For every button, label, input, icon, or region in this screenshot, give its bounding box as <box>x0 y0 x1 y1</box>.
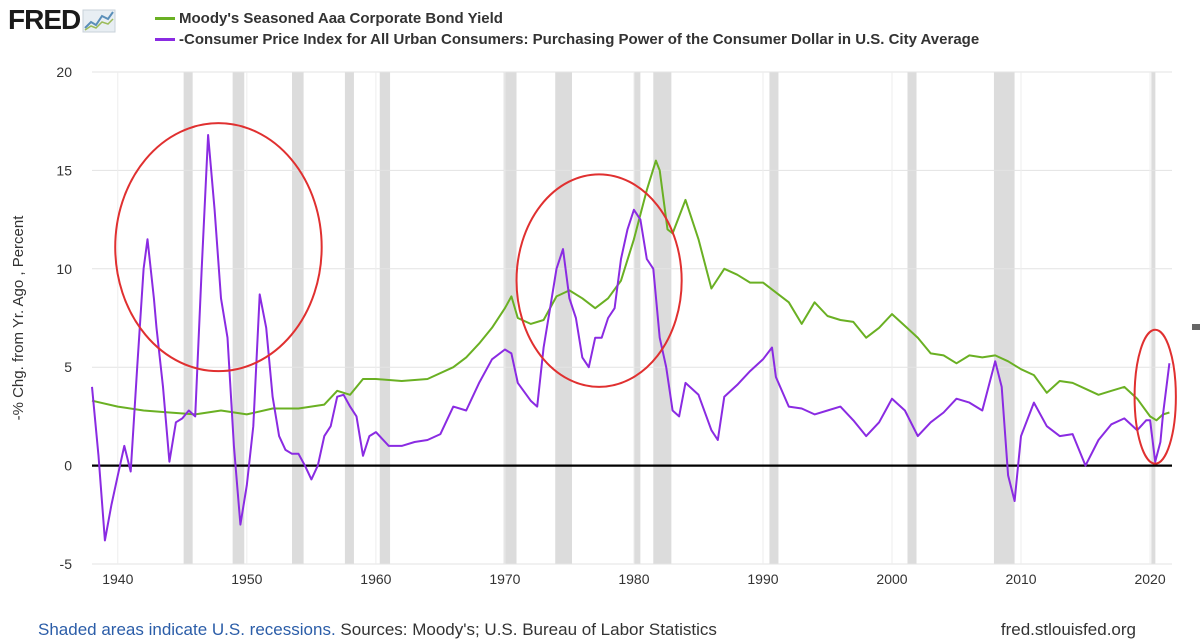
recession-band-2 <box>292 72 304 564</box>
annotation-ellipse-0 <box>114 122 323 373</box>
series-line-1 <box>91 134 1171 542</box>
y-tick-label-2: 5 <box>64 359 72 375</box>
tick-labels: -5 0 5 10 15 20 1940 1950 1960 1970 1980 1990 2000 20… <box>56 64 1165 587</box>
x-tick-label-4: 1980 <box>618 571 649 587</box>
recession-band-7 <box>633 72 641 564</box>
recession-band-9 <box>769 72 779 564</box>
legend-swatch-purple <box>155 38 175 41</box>
legend-label-aaa: Moody's Seasoned Aaa Corporate Bond Yiel… <box>179 10 503 27</box>
recession-band-12 <box>1151 72 1156 564</box>
recession-band-11 <box>993 72 1015 564</box>
legend-swatch-green <box>155 17 175 20</box>
fred-line-chart-icon <box>82 9 116 33</box>
recession-note: Shaded areas indicate U.S. recessions. <box>38 620 336 639</box>
annotation-ellipse-2 <box>1133 328 1177 465</box>
recession-band-1 <box>232 72 245 564</box>
recession-band-10 <box>907 72 917 564</box>
annotation-ellipse-1 <box>515 173 683 388</box>
recession-band-5 <box>503 72 517 564</box>
x-tick-label-0: 1940 <box>102 571 133 587</box>
x-tick-label-5: 1990 <box>747 571 778 587</box>
logo-text: FRED <box>8 4 81 35</box>
resize-handle[interactable] <box>1192 324 1200 330</box>
series-line-0 <box>91 159 1170 422</box>
legend-label-cpi: -Consumer Price Index for All Urban Cons… <box>179 31 980 48</box>
x-tick-label-8: 2020 <box>1134 571 1165 587</box>
y-axis-label: -% Chg. from Yr. Ago , Percent <box>10 215 27 421</box>
legend-item-cpi: -Consumer Price Index for All Urban Cons… <box>155 29 979 50</box>
fred-logo: FRED <box>8 4 116 36</box>
x-tick-label-2: 1960 <box>360 571 391 587</box>
y-tick-label-4: 15 <box>56 162 72 178</box>
sources-text: Sources: Moody's; U.S. Bureau of Labor S… <box>340 620 717 639</box>
y-tick-label-0: -5 <box>60 556 73 572</box>
y-tick-label-5: 20 <box>56 64 72 80</box>
footer-left: Shaded areas indicate U.S. recessions. S… <box>38 620 717 640</box>
x-tick-label-3: 1970 <box>489 571 520 587</box>
x-tick-label-6: 2000 <box>876 571 907 587</box>
recession-bands <box>183 72 1156 564</box>
recession-band-8 <box>653 72 672 564</box>
recession-band-0 <box>183 72 193 564</box>
legend: Moody's Seasoned Aaa Corporate Bond Yiel… <box>155 8 979 50</box>
recession-band-6 <box>555 72 572 564</box>
y-tick-label-3: 10 <box>56 261 72 277</box>
annotation-ellipses <box>114 122 1177 465</box>
legend-item-aaa: Moody's Seasoned Aaa Corporate Bond Yiel… <box>155 8 979 29</box>
gridlines <box>92 71 1172 565</box>
y-tick-label-1: 0 <box>64 458 72 474</box>
x-tick-label-7: 2010 <box>1005 571 1036 587</box>
recession-band-3 <box>344 72 354 564</box>
site-url: fred.stlouisfed.org <box>1000 620 1136 639</box>
x-tick-label-1: 1950 <box>231 571 262 587</box>
recession-band-4 <box>379 72 391 564</box>
series-lines <box>91 134 1171 542</box>
